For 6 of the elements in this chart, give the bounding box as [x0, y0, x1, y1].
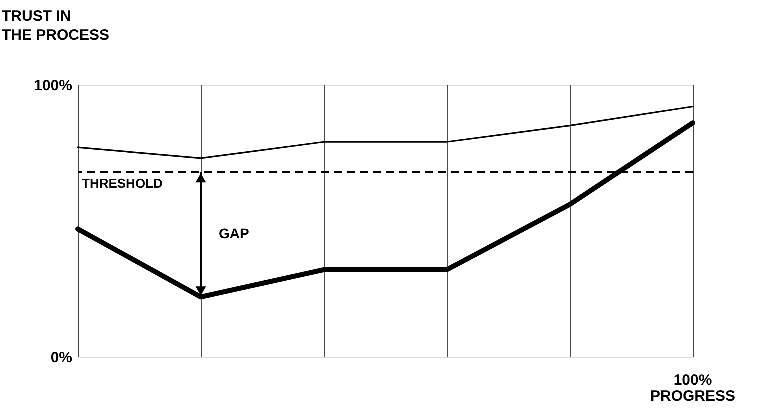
- text: 100%: [674, 372, 712, 389]
- y-axis-title: TRUST IN THE PROCESS: [2, 8, 110, 44]
- x-axis-title: PROGRESS: [650, 388, 736, 405]
- annotation: GAP: [219, 226, 250, 242]
- y-tick-label: 0%: [50, 350, 72, 366]
- ref-line-label: THRESHOLD: [82, 176, 163, 192]
